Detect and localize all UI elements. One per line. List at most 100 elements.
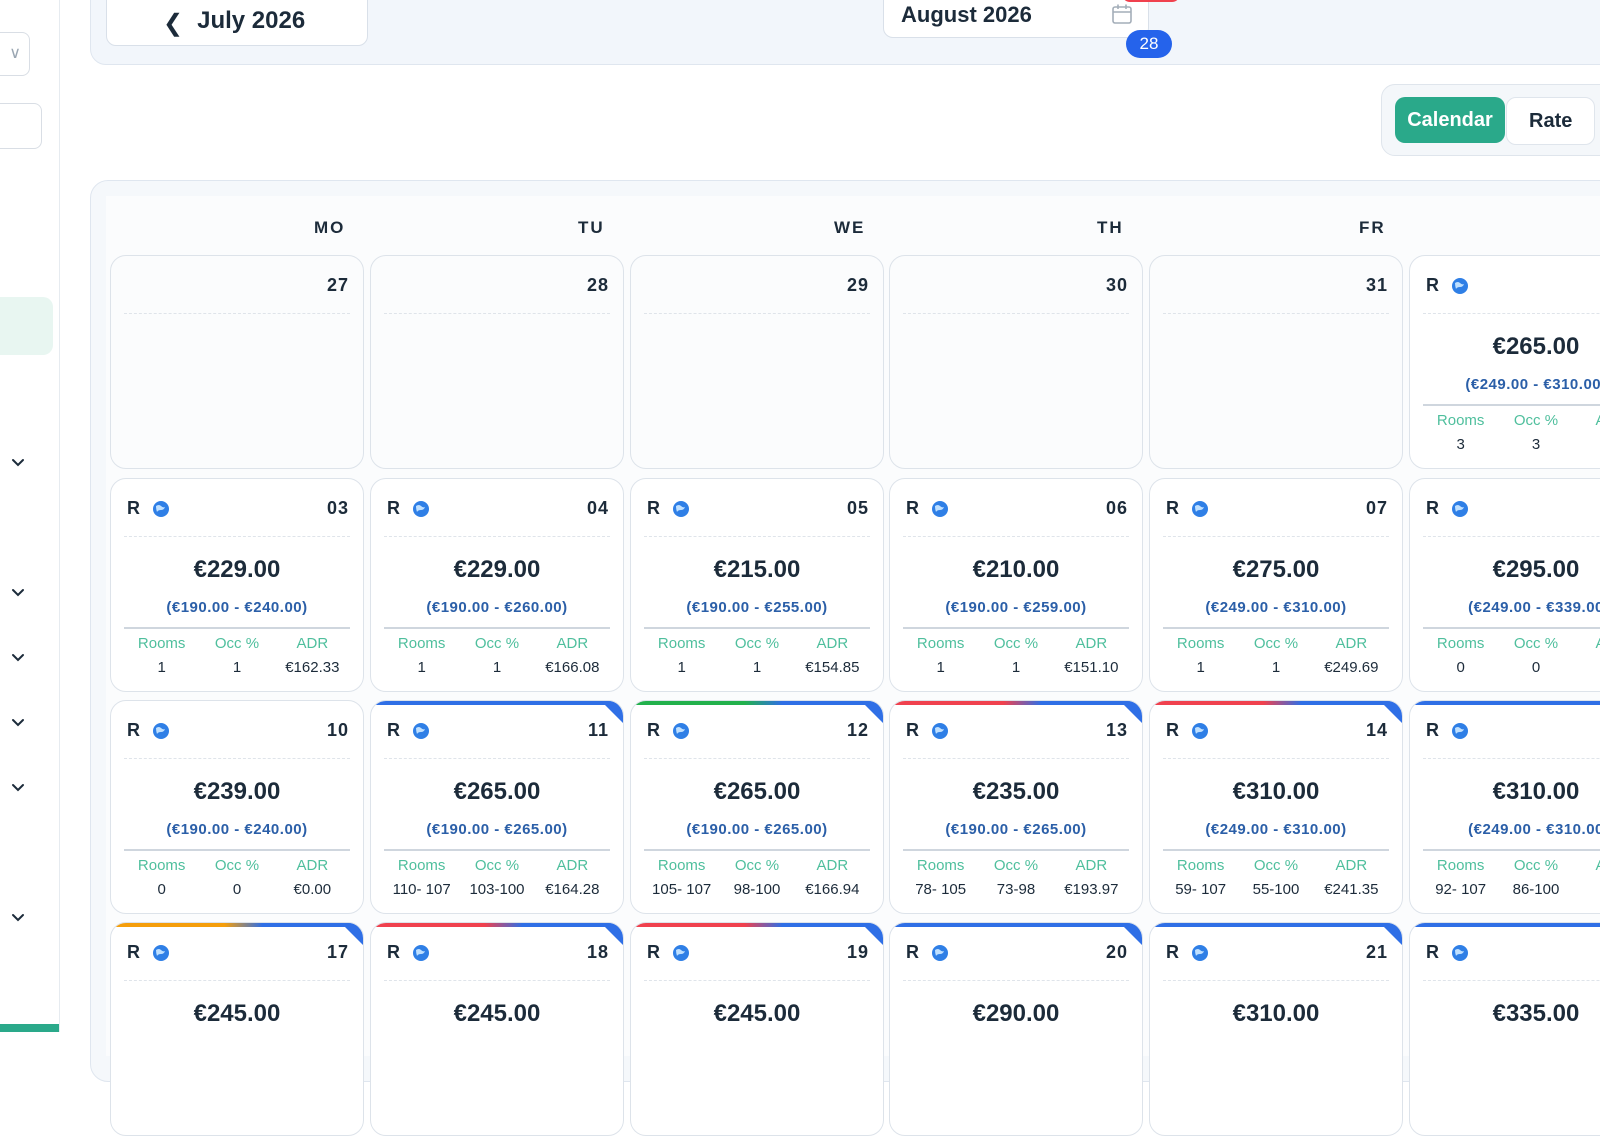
weekday-header-th: TH <box>1097 218 1124 237</box>
globe-icon[interactable] <box>672 944 690 962</box>
rooms-value: 110- 107 <box>392 881 451 898</box>
chevron-down-icon[interactable] <box>8 907 28 927</box>
globe-icon[interactable] <box>931 500 949 518</box>
globe-icon[interactable] <box>1191 500 1209 518</box>
adr-label: ADR <box>556 635 589 652</box>
calendar-view-button[interactable]: Calendar <box>1395 97 1505 143</box>
occ-value: 1 <box>752 659 762 676</box>
calendar-day-cell[interactable]: 19 R €245.00 <box>630 922 884 1136</box>
calendar-day-cell[interactable]: R €310.00 (€249.00 - €310.00 Rooms 92- 107 Oc… <box>1409 700 1600 914</box>
globe-icon[interactable] <box>152 722 170 740</box>
restriction-tag[interactable]: R <box>1426 942 1439 962</box>
rate-price: €229.00 <box>193 556 281 583</box>
globe-icon[interactable] <box>931 944 949 962</box>
rate-view-button[interactable]: Rate <box>1506 97 1596 145</box>
calendar-day-cell[interactable]: 29 <box>630 255 884 469</box>
restriction-tag[interactable]: R <box>1426 275 1439 295</box>
cell-divider <box>1423 536 1600 537</box>
calendar-day-cell[interactable]: R €335.00 <box>1409 922 1600 1136</box>
calendar-day-cell[interactable]: R €265.00 (€249.00 - €310.00) Rooms 3 Occ % 3 A… <box>1409 255 1600 469</box>
calendar-day-cell[interactable]: 07 R €275.00 (€249.00 - €310.00) Rooms 1 Occ %… <box>1149 478 1403 692</box>
restriction-tag[interactable]: R <box>127 498 140 518</box>
globe-icon[interactable] <box>1451 277 1469 295</box>
restriction-tag[interactable]: R <box>906 942 919 962</box>
globe-icon[interactable] <box>412 722 430 740</box>
chevron-down-icon[interactable] <box>8 712 28 732</box>
calendar-icon[interactable] <box>1111 3 1133 30</box>
globe-icon[interactable] <box>1451 500 1469 518</box>
globe-icon[interactable] <box>1191 722 1209 740</box>
calendar-day-cell[interactable]: 06 R €210.00 (€190.00 - €259.00) Rooms 1 Occ %… <box>889 478 1143 692</box>
restriction-tag[interactable]: R <box>1166 720 1179 740</box>
restriction-tag[interactable]: R <box>387 720 400 740</box>
globe-icon[interactable] <box>931 722 949 740</box>
stats-divider <box>644 849 870 851</box>
calendar-day-cell[interactable]: 13 R €235.00 (€190.00 - €265.00) Rooms 78- 10… <box>889 700 1143 914</box>
occ-value: 1 <box>232 659 242 676</box>
chevron-down-icon[interactable] <box>8 582 28 602</box>
prev-month-button[interactable]: ❮ July 2026 <box>106 0 368 46</box>
chevron-down-icon[interactable] <box>8 647 28 667</box>
day-number: 30 <box>1105 275 1128 295</box>
cell-status-bar <box>371 923 623 927</box>
restriction-tag[interactable]: R <box>647 498 660 518</box>
restriction-tag[interactable]: R <box>906 498 919 518</box>
cell-divider <box>903 980 1129 981</box>
occ-value: 1 <box>1271 659 1281 676</box>
restriction-tag[interactable]: R <box>127 720 140 740</box>
occ-value: 0 <box>1531 659 1541 676</box>
calendar-day-cell[interactable]: 21 R €310.00 <box>1149 922 1403 1136</box>
calendar-day-cell[interactable]: 31 <box>1149 255 1403 469</box>
globe-icon[interactable] <box>1451 722 1469 740</box>
globe-icon[interactable] <box>672 722 690 740</box>
weekday-header-we: WE <box>834 218 866 237</box>
calendar-day-cell[interactable]: 05 R €215.00 (€190.00 - €255.00) Rooms 1 Occ %… <box>630 478 884 692</box>
globe-icon[interactable] <box>152 500 170 518</box>
day-number: 13 <box>1105 720 1128 740</box>
cell-status-bar <box>1410 923 1600 927</box>
cell-divider <box>124 536 350 537</box>
restriction-tag[interactable]: R <box>906 720 919 740</box>
calendar-day-cell[interactable]: 27 <box>110 255 364 469</box>
adr-label: ADR <box>1075 635 1108 652</box>
restriction-tag[interactable]: R <box>647 942 660 962</box>
calendar-day-cell[interactable]: 10 R €239.00 (€190.00 - €240.00) Rooms 0 Occ %… <box>110 700 364 914</box>
sidebar-item-active[interactable] <box>0 297 53 355</box>
month-picker[interactable]: August 2026 <box>883 0 1149 38</box>
globe-icon[interactable] <box>412 944 430 962</box>
restriction-tag[interactable]: R <box>647 720 660 740</box>
sidebar-select[interactable]: ∨ <box>0 32 30 76</box>
calendar-day-cell[interactable]: 12 R €265.00 (€190.00 - €265.00) Rooms 105- 1… <box>630 700 884 914</box>
day-number: 11 <box>587 720 609 740</box>
restriction-tag[interactable]: R <box>1426 498 1439 518</box>
calendar-day-cell[interactable]: R €295.00 (€249.00 - €339.00 Rooms 0 Occ % 0 AD… <box>1409 478 1600 692</box>
restriction-tag[interactable]: R <box>127 942 140 962</box>
globe-icon[interactable] <box>1191 944 1209 962</box>
occ-value: 1 <box>492 659 502 676</box>
globe-icon[interactable] <box>412 500 430 518</box>
calendar-day-cell[interactable]: 14 R €310.00 (€249.00 - €310.00) Rooms 59- 10… <box>1149 700 1403 914</box>
rooms-label: Rooms <box>137 857 186 874</box>
globe-icon[interactable] <box>152 944 170 962</box>
sidebar-input[interactable] <box>0 103 42 149</box>
globe-icon[interactable] <box>1451 944 1469 962</box>
calendar-day-cell[interactable]: 20 R €290.00 <box>889 922 1143 1136</box>
day-number: 27 <box>326 275 349 295</box>
calendar-day-cell[interactable]: 28 <box>370 255 624 469</box>
calendar-day-cell[interactable]: 04 R €229.00 (€190.00 - €260.00) Rooms 1 Occ %… <box>370 478 624 692</box>
chevron-down-icon[interactable] <box>8 777 28 797</box>
restriction-tag[interactable]: R <box>1426 720 1439 740</box>
calendar-day-cell[interactable]: 18 R €245.00 <box>370 922 624 1136</box>
restriction-tag[interactable]: R <box>387 498 400 518</box>
calendar-day-cell[interactable]: 03 R €229.00 (€190.00 - €240.00) Rooms 1 Occ %… <box>110 478 364 692</box>
calendar-day-cell[interactable]: 11 R €265.00 (€190.00 - €265.00) Rooms 110- 1… <box>370 700 624 914</box>
cell-stats: Rooms 1 Occ % 1 ADR €154.85 <box>644 635 870 677</box>
calendar-day-cell[interactable]: 30 <box>889 255 1143 469</box>
chevron-down-icon[interactable] <box>8 452 28 472</box>
rate-price: €245.00 <box>193 1000 281 1027</box>
restriction-tag[interactable]: R <box>1166 942 1179 962</box>
calendar-day-cell[interactable]: 17 R €245.00 <box>110 922 364 1136</box>
restriction-tag[interactable]: R <box>387 942 400 962</box>
globe-icon[interactable] <box>672 500 690 518</box>
restriction-tag[interactable]: R <box>1166 498 1179 518</box>
